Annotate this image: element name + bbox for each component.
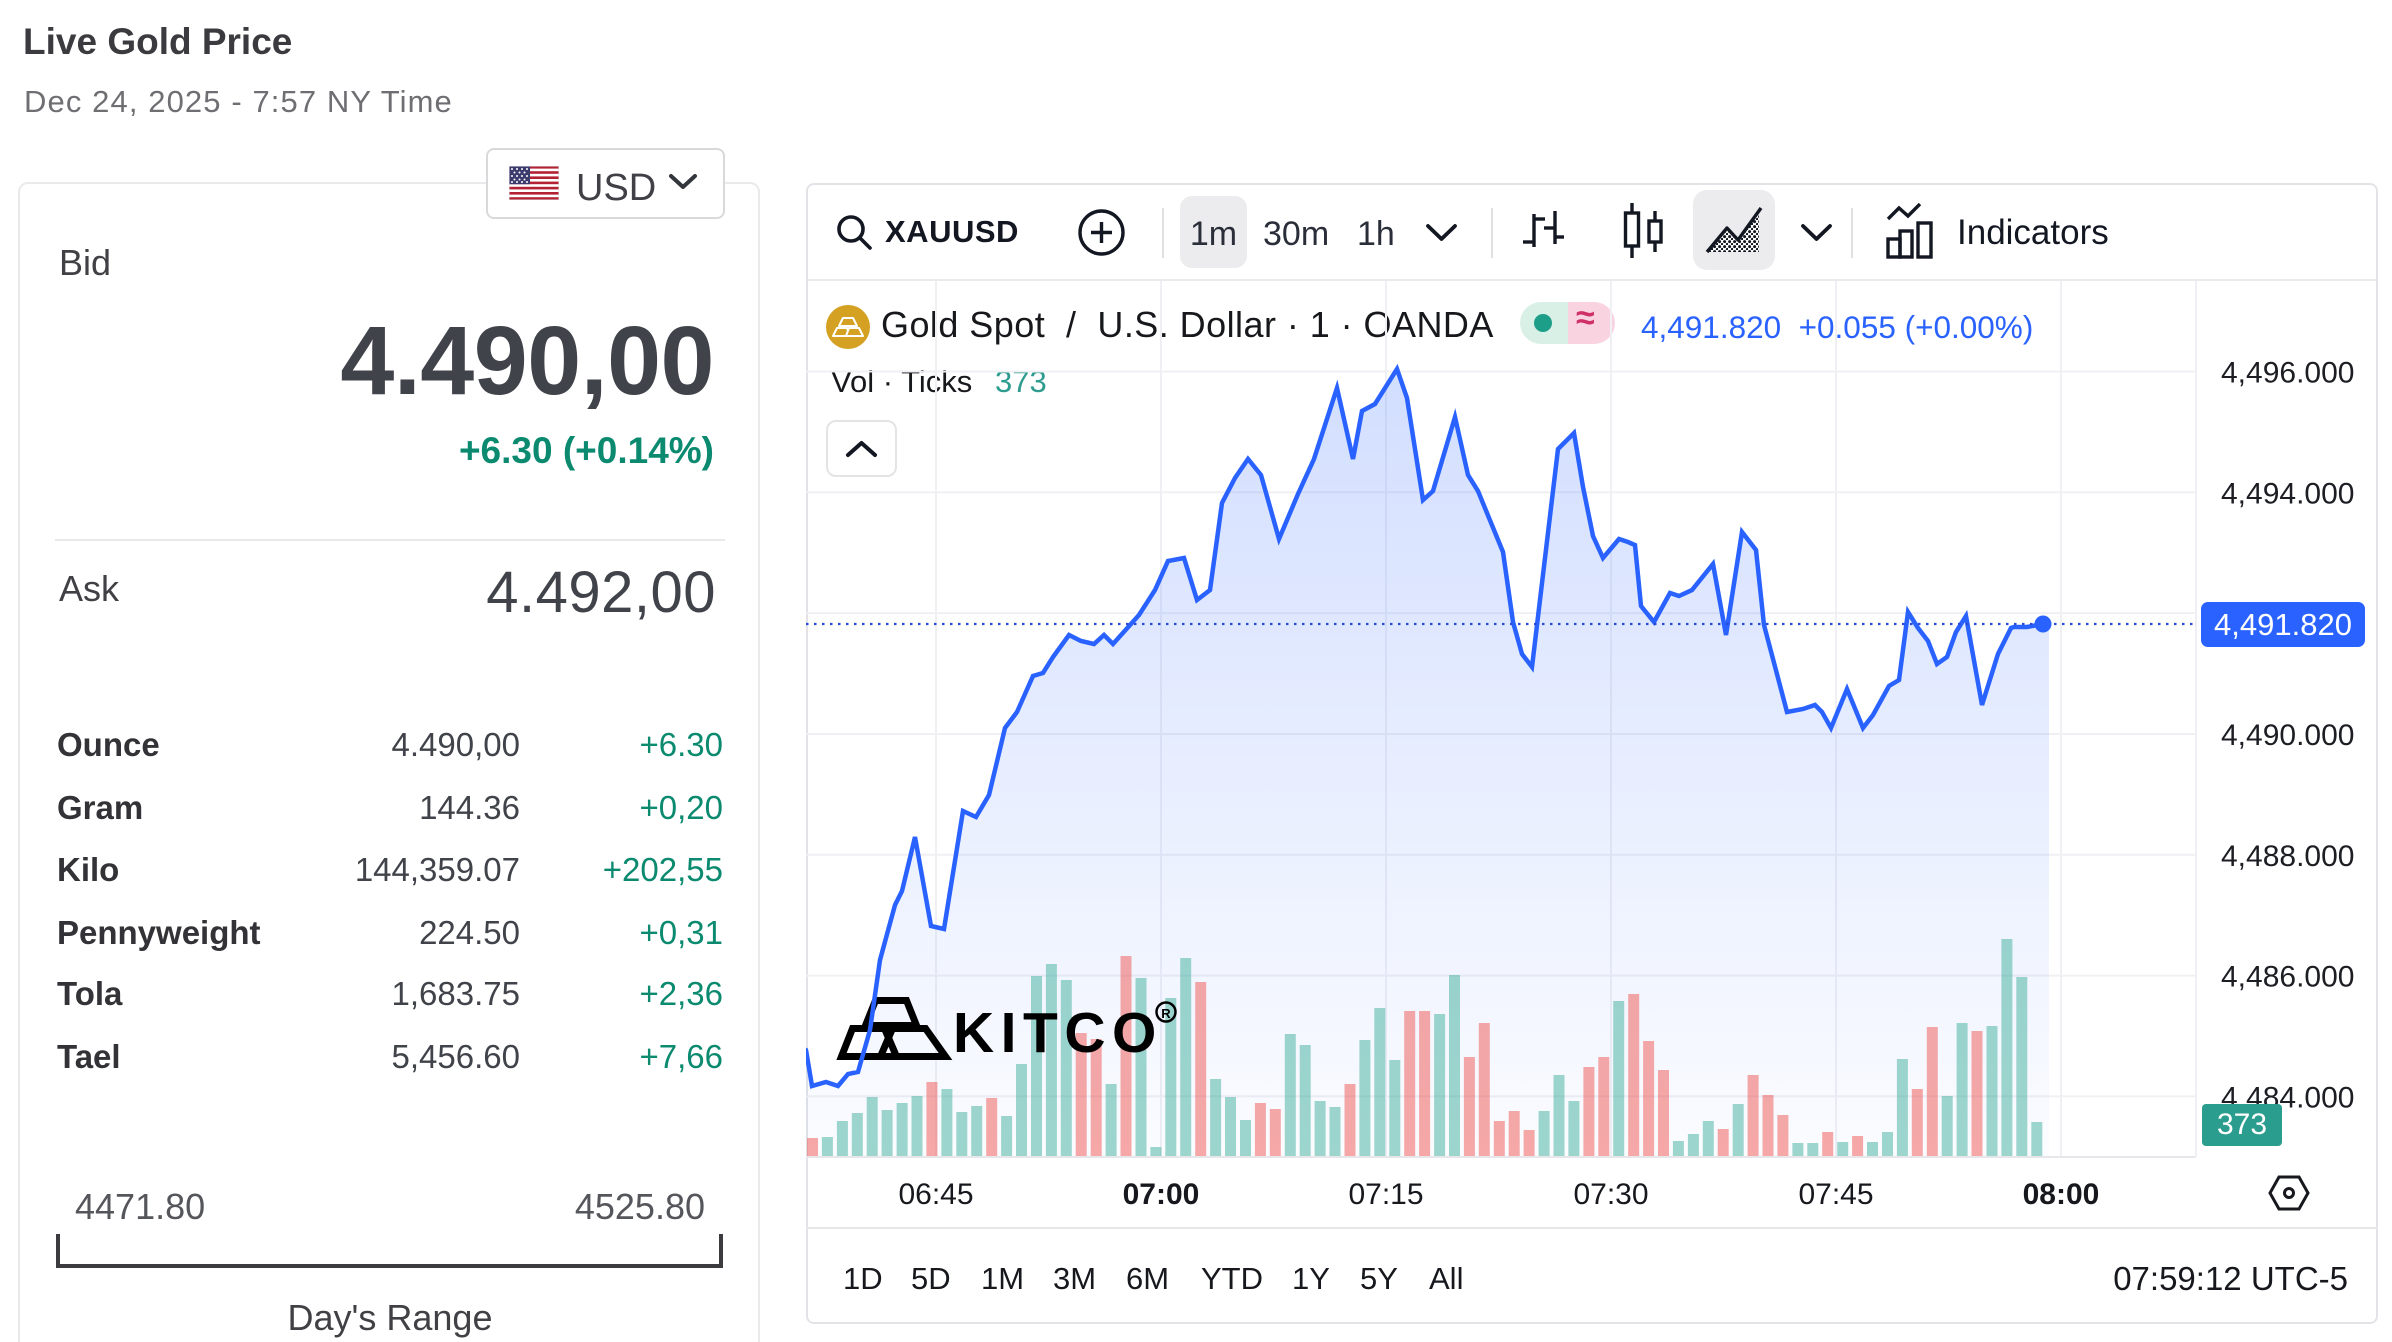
svg-text:07:30: 07:30 (1573, 1178, 1648, 1211)
svg-text:07:15: 07:15 (1348, 1178, 1423, 1211)
svg-text:07:59:12 UTC-5: 07:59:12 UTC-5 (2113, 1260, 2348, 1297)
svg-text:1Y: 1Y (1292, 1261, 1330, 1296)
svg-text:6M: 6M (1126, 1261, 1169, 1296)
svg-text:4,491.820: 4,491.820 (2214, 607, 2352, 642)
svg-text:3M: 3M (1053, 1261, 1096, 1296)
svg-text:08:00: 08:00 (2023, 1178, 2100, 1211)
svg-text:373: 373 (2217, 1108, 2267, 1141)
svg-text:4,496.000: 4,496.000 (2221, 357, 2354, 390)
svg-text:1M: 1M (981, 1261, 1024, 1296)
svg-text:4,490.000: 4,490.000 (2221, 719, 2354, 752)
svg-text:5D: 5D (911, 1261, 951, 1296)
svg-text:07:45: 07:45 (1798, 1178, 1873, 1211)
svg-text:4,486.000: 4,486.000 (2221, 961, 2354, 994)
svg-text:KITCO: KITCO (953, 1001, 1163, 1065)
svg-text:07:00: 07:00 (1123, 1178, 1200, 1211)
svg-text:4,494.000: 4,494.000 (2221, 477, 2354, 510)
svg-text:1D: 1D (843, 1261, 883, 1296)
svg-text:4,488.000: 4,488.000 (2221, 840, 2354, 873)
svg-text:06:45: 06:45 (898, 1178, 973, 1211)
svg-text:YTD: YTD (1201, 1261, 1263, 1296)
svg-text:R: R (1161, 1006, 1171, 1021)
svg-text:5Y: 5Y (1360, 1261, 1398, 1296)
svg-text:All: All (1429, 1261, 1463, 1296)
